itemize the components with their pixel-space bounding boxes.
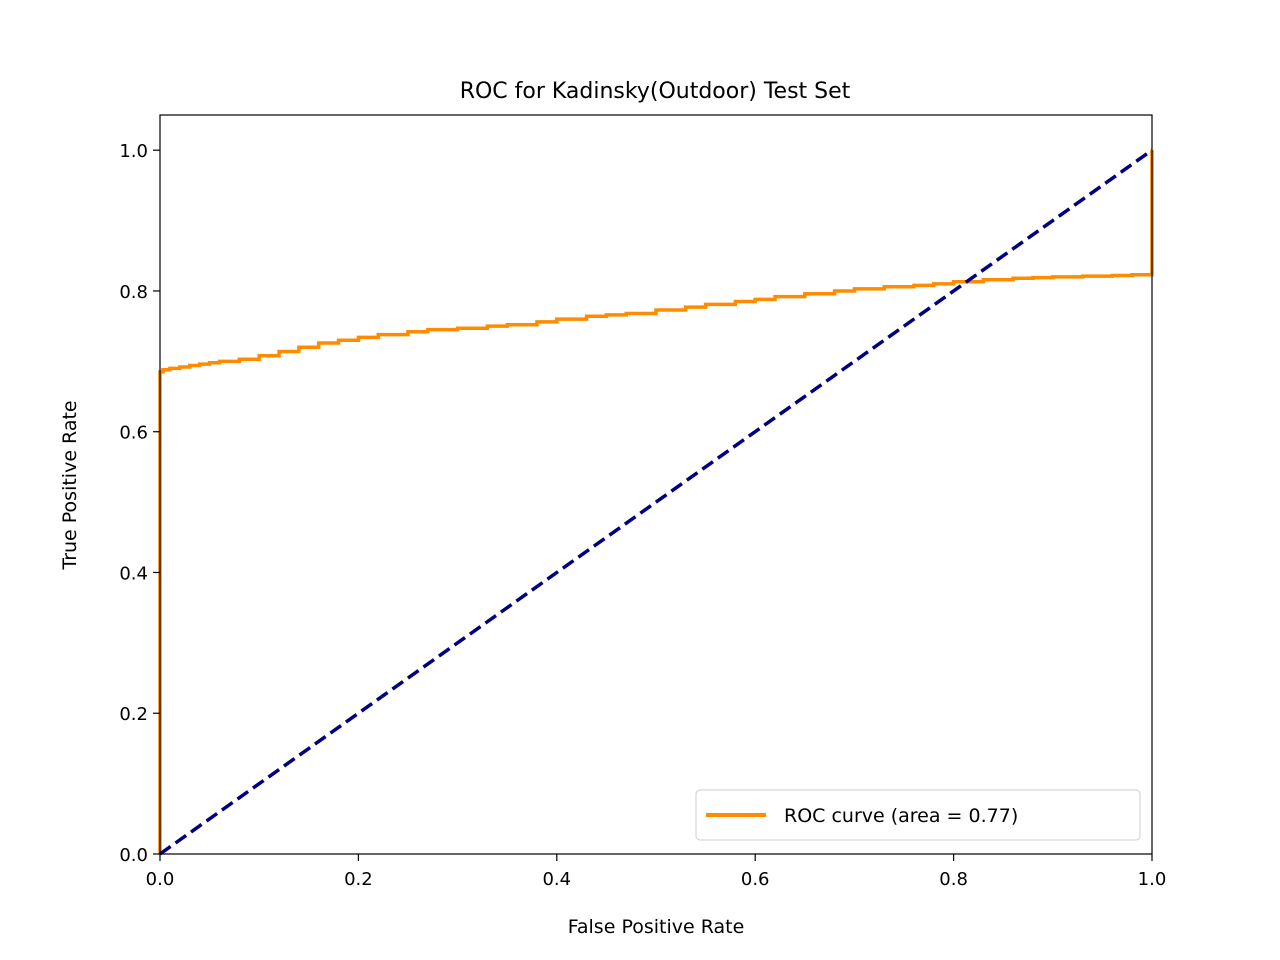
y-tick-label: 0.0	[119, 845, 148, 866]
y-tick-label: 1.0	[119, 141, 148, 162]
y-axis-label: True Positive Rate	[59, 400, 81, 570]
x-tick-label: 0.0	[146, 869, 175, 890]
x-axis-ticks: 0.0 0.2 0.4 0.6 0.8 1.0	[146, 854, 1167, 890]
chance-diagonal-line	[158, 148, 1154, 856]
x-tick-label: 0.2	[344, 869, 373, 890]
roc-curve-line	[158, 150, 1154, 854]
x-tick-label: 1.0	[1138, 869, 1167, 890]
series-layer	[158, 148, 1154, 856]
legend-label-roc-curve: ROC curve (area = 0.77)	[784, 805, 1018, 827]
plot-background	[160, 115, 1152, 854]
plot-frame	[159, 114, 1153, 855]
y-tick-label: 0.8	[119, 282, 148, 303]
legend-box	[695, 789, 1141, 841]
x-axis-label: False Positive Rate	[568, 916, 745, 938]
y-axis-ticks: 0.0 0.2 0.4 0.6 0.8 1.0	[119, 141, 160, 866]
x-tick-label: 0.6	[741, 869, 770, 890]
y-tick-label: 0.2	[119, 704, 148, 725]
x-tick-label: 0.8	[939, 869, 968, 890]
y-tick-label: 0.6	[119, 423, 148, 444]
legend: ROC curve (area = 0.77)	[695, 789, 1141, 841]
y-tick-label: 0.4	[119, 563, 148, 584]
plot-area	[158, 114, 1154, 856]
chart-title: ROC for Kadinsky(Outdoor) Test Set	[460, 79, 851, 104]
x-tick-label: 0.4	[542, 869, 571, 890]
